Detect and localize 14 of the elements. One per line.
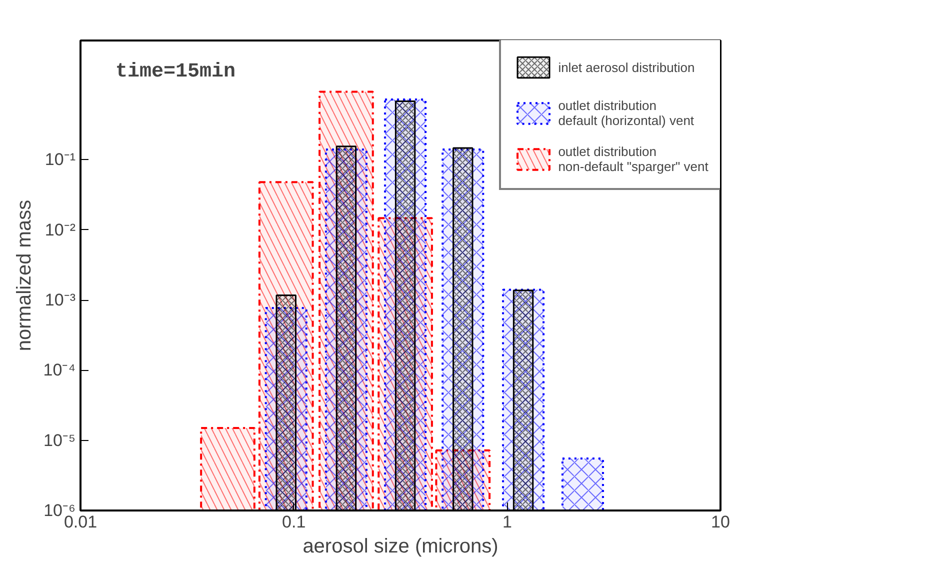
y-tick-label: 10⁻³	[44, 290, 76, 310]
x-axis-title: aerosol size (microns)	[302, 536, 498, 558]
y-tick-label: 10⁻²	[44, 220, 76, 240]
x-tick-label: 10	[711, 512, 730, 532]
annotation: time=15min	[116, 60, 236, 84]
legend-label: outlet distribution default (horizontal) vent	[558, 97, 694, 130]
y-tick-label: 10⁻⁴	[43, 360, 76, 380]
legend-label: outlet distribution non-default "sparger" vent	[558, 143, 708, 176]
legend-label: inlet aerosol distribution	[558, 58, 695, 76]
x-tick-label: 1	[502, 512, 512, 532]
x-tick-label: 0.1	[282, 512, 306, 532]
y-tick-label: 10⁻⁵	[44, 430, 76, 450]
y-tick-label: 10⁻¹	[44, 150, 76, 170]
y-axis-title: normalized mass	[13, 200, 36, 352]
